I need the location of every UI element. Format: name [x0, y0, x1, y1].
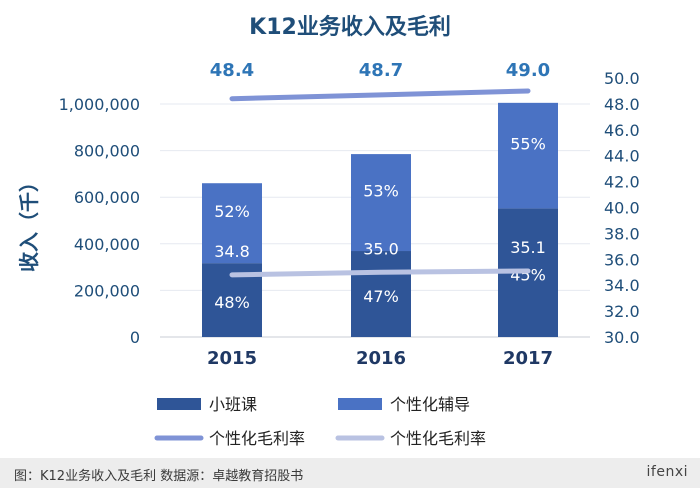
share-label-personalized: 55%: [510, 135, 546, 154]
y-tick-label: 200,000: [74, 281, 140, 300]
y-tick-label: 1,000,000: [59, 95, 140, 114]
k12-revenue-chart: K12业务收入及毛利 0 200,000 400,000 600,000 800,000 1…: [17, 14, 640, 448]
y-tick-label: 600,000: [74, 188, 140, 207]
line-margin-upper: [229, 88, 531, 102]
y2-tick-label: 40.0: [604, 199, 640, 218]
brand-logo: ifenxi: [646, 464, 688, 480]
x-tick-label: 2015: [207, 348, 257, 369]
bar-personalized-tutoring: [351, 154, 411, 252]
share-label-small-class: 48%: [214, 293, 250, 312]
y2-tick-label: 36.0: [604, 250, 640, 269]
y-tick-label: 0: [130, 328, 140, 347]
bar-personalized-tutoring: [202, 183, 262, 264]
share-label-personalized: 53%: [363, 182, 399, 201]
line-value-label-lower: 34.8: [214, 242, 250, 261]
chart-title: K12业务收入及毛利: [249, 14, 451, 40]
y2-tick-label: 34.0: [604, 276, 640, 295]
line-value-label-upper: 49.0: [506, 60, 550, 81]
y2-tick-label: 50.0: [604, 69, 640, 88]
x-tick-label: 2017: [503, 348, 553, 369]
line-margin-lower: [229, 268, 531, 278]
y2-tick-label: 32.0: [604, 302, 640, 321]
y-tick-label: 800,000: [74, 142, 140, 161]
share-label-small-class: 47%: [363, 287, 399, 306]
legend-swatch: [157, 398, 201, 410]
y2-tick-label: 38.0: [604, 224, 640, 243]
x-tick-label: 2016: [356, 348, 406, 369]
y2-tick-label: 46.0: [604, 121, 640, 140]
y2-tick-label: 44.0: [604, 147, 640, 166]
y2-tick-label: 42.0: [604, 173, 640, 192]
y-axis-label: 收入（千）: [17, 172, 41, 272]
legend-label: 个性化辅导: [390, 395, 470, 414]
bar-small-class: [351, 251, 411, 337]
line-value-label-upper: 48.7: [359, 60, 403, 81]
line-value-label-lower: 35.1: [510, 238, 546, 257]
line-value-label-upper: 48.4: [210, 60, 254, 81]
bar-personalized-tutoring: [498, 102, 558, 209]
source-note: 图：K12业务收入及毛利 数据源：卓越教育招股书: [14, 469, 304, 484]
footer-bar: [0, 458, 700, 488]
y-tick-label: 400,000: [74, 235, 140, 254]
legend-label: 小班课: [209, 395, 257, 414]
legend-swatch: [338, 398, 382, 410]
legend-label: 个性化毛利率: [390, 429, 486, 448]
share-label-personalized: 52%: [214, 202, 250, 221]
line-value-label-lower: 35.0: [363, 239, 399, 258]
y2-tick-label: 30.0: [604, 328, 640, 347]
legend-label: 个性化毛利率: [209, 429, 305, 448]
y2-tick-label: 48.0: [604, 95, 640, 114]
